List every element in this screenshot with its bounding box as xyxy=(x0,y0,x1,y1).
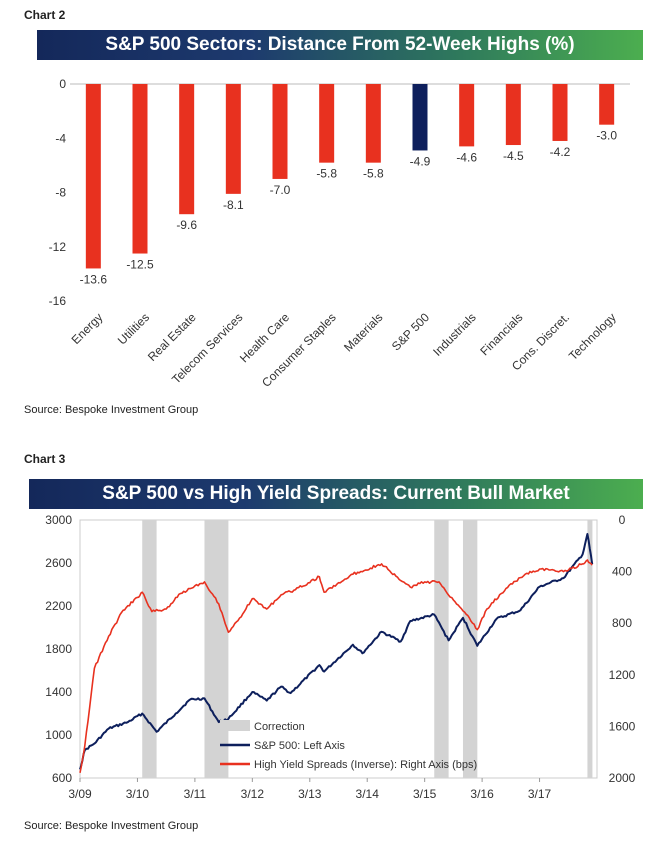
y-tick-label: -4 xyxy=(55,131,66,145)
data-label: -7.0 xyxy=(270,183,291,197)
data-label: -4.5 xyxy=(503,149,524,163)
data-label: -13.6 xyxy=(80,272,108,286)
y-tick-label: -12 xyxy=(49,240,67,254)
x-tick-label: 3/14 xyxy=(356,787,380,801)
data-label: -5.8 xyxy=(363,167,384,181)
right-tick-label: 1600 xyxy=(609,719,636,733)
right-tick-label: 400 xyxy=(612,565,632,579)
correction-band xyxy=(434,520,449,778)
data-label: -9.6 xyxy=(176,218,197,232)
left-tick-label: 1800 xyxy=(45,642,72,656)
data-label: -12.5 xyxy=(126,258,154,272)
right-tick-label: 800 xyxy=(612,616,632,630)
bar xyxy=(599,84,615,125)
data-label: -8.1 xyxy=(223,198,244,212)
category-label: Energy xyxy=(69,310,106,347)
x-tick-label: 3/12 xyxy=(241,787,265,801)
left-tick-label: 1000 xyxy=(45,728,72,742)
plot-area xyxy=(79,519,598,779)
x-tick-label: 3/11 xyxy=(184,787,207,801)
x-tick-label: 3/17 xyxy=(528,787,552,801)
y-tick-label: -16 xyxy=(49,294,67,308)
category-label: S&P 500 xyxy=(389,310,432,353)
left-tick-label: 2600 xyxy=(45,556,72,570)
legend-label: Correction xyxy=(254,721,305,733)
legend-swatch-correction xyxy=(220,720,250,731)
y-tick-label: 0 xyxy=(59,77,66,91)
chart2-plot: 0 -4 -8 -12 -16 -13.6 Energy -12.5 Utilities -9.6… xyxy=(49,77,630,390)
legend-label: High Yield Spreads (Inverse): Right Axis… xyxy=(254,759,477,771)
bar xyxy=(505,84,521,146)
category-label: Materials xyxy=(341,310,385,354)
y-tick-label: -8 xyxy=(55,186,66,200)
left-tick-label: 2200 xyxy=(45,599,72,613)
x-tick-label: 3/10 xyxy=(126,787,150,801)
category-label: Utilities xyxy=(115,310,152,347)
category-label: Financials xyxy=(477,310,525,358)
bar xyxy=(365,84,381,163)
x-tick-label: 3/09 xyxy=(68,787,92,801)
chart2-title: S&P 500 Sectors: Distance From 52-Week H… xyxy=(37,30,643,60)
left-tick-label: 600 xyxy=(52,771,72,785)
chart3-plot: 600 1000 1400 1800 2200 2600 3000 0 400 800 1200 16… xyxy=(45,513,636,801)
correction-band xyxy=(142,520,157,778)
chart2-label: Chart 2 xyxy=(24,8,66,22)
data-label: -4.9 xyxy=(410,154,431,168)
bar xyxy=(319,84,335,163)
right-tick-label: 1200 xyxy=(609,668,636,682)
category-label: Industrials xyxy=(430,310,479,359)
hy-spread-line xyxy=(79,559,593,773)
x-tick-label: 3/13 xyxy=(298,787,322,801)
bar xyxy=(132,84,148,254)
chart3-source: Source: Bespoke Investment Group xyxy=(24,820,199,832)
right-tick-label: 2000 xyxy=(609,771,636,785)
left-tick-label: 1400 xyxy=(45,685,72,699)
data-label: -5.8 xyxy=(316,167,337,181)
legend-label: S&P 500: Left Axis xyxy=(254,740,345,752)
category-label: Technology xyxy=(566,310,619,363)
bar xyxy=(179,84,195,215)
x-tick-label: 3/16 xyxy=(470,787,494,801)
chart3-title: S&P 500 vs High Yield Spreads: Current B… xyxy=(29,479,643,509)
left-tick-label: 3000 xyxy=(45,513,72,527)
bar xyxy=(459,84,475,147)
correction-band xyxy=(204,520,229,778)
bar xyxy=(552,84,568,141)
bar xyxy=(412,84,428,151)
x-tick-label: 3/15 xyxy=(413,787,437,801)
bar xyxy=(85,84,101,269)
correction-band xyxy=(587,520,593,778)
data-label: -3.0 xyxy=(596,129,617,143)
right-tick-label: 0 xyxy=(619,513,626,527)
data-label: -4.2 xyxy=(550,145,571,159)
data-label: -4.6 xyxy=(456,150,477,164)
bar xyxy=(225,84,241,194)
chart3-label: Chart 3 xyxy=(24,452,66,466)
chart2-source: Source: Bespoke Investment Group xyxy=(24,404,199,416)
sp500-line xyxy=(79,533,594,770)
correction-band xyxy=(462,520,478,778)
bar xyxy=(272,84,288,179)
